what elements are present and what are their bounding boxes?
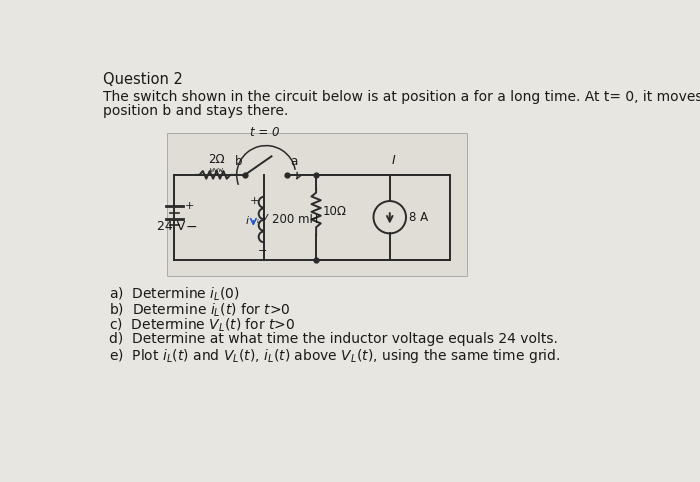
Text: 2Ω: 2Ω: [208, 153, 225, 166]
Text: a)  Determine $i_L(0)$: a) Determine $i_L(0)$: [109, 286, 240, 303]
Text: The switch shown in the circuit below is at position a for a long time. At t= 0,: The switch shown in the circuit below is…: [103, 90, 700, 104]
Text: e)  Plot $i_L(t)$ and $V_L(t)$, $i_L(t)$ above $V_L(t)$, using the same time gri: e) Plot $i_L(t)$ and $V_L(t)$, $i_L(t)$ …: [109, 348, 561, 365]
Bar: [167, 134, 468, 276]
Text: 200 mH: 200 mH: [272, 213, 318, 226]
Text: $_L$: $_L$: [256, 217, 262, 227]
Text: b: b: [235, 155, 242, 168]
Text: a: a: [290, 155, 298, 168]
Text: position b and stays there.: position b and stays there.: [103, 104, 288, 118]
Text: −: −: [185, 219, 197, 233]
Text: +: +: [250, 197, 260, 206]
Text: b)  Determine $i_L(t)$ for $t$>0: b) Determine $i_L(t)$ for $t$>0: [109, 301, 291, 319]
Text: www: www: [210, 167, 223, 174]
Text: I: I: [392, 154, 396, 167]
Text: 10Ω: 10Ω: [323, 205, 347, 218]
Text: +: +: [185, 201, 195, 212]
Text: −: −: [258, 246, 267, 256]
Text: 24 V: 24 V: [157, 219, 186, 232]
Text: d)  Determine at what time the inductor voltage equals 24 volts.: d) Determine at what time the inductor v…: [109, 332, 558, 346]
Text: $i$: $i$: [245, 214, 251, 226]
Text: 8 A: 8 A: [409, 211, 428, 224]
Text: c)  Determine $V_L(t)$ for $t$>0: c) Determine $V_L(t)$ for $t$>0: [109, 317, 295, 334]
Text: t = 0: t = 0: [250, 126, 279, 139]
Text: Question 2: Question 2: [103, 72, 183, 87]
Text: $v$: $v$: [261, 212, 270, 222]
